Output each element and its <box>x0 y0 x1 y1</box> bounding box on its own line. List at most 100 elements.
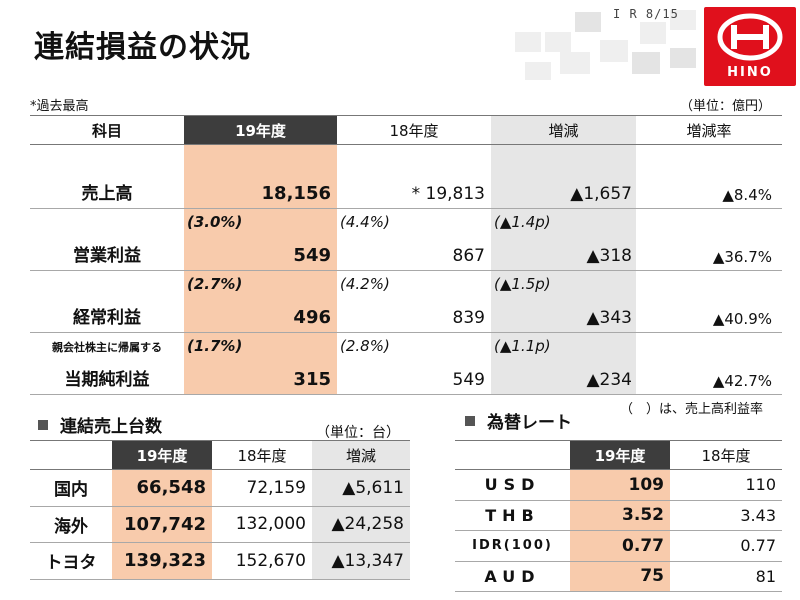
decorative-tile <box>560 52 590 74</box>
fy18-value: 152,670 <box>212 542 312 580</box>
decorative-tile <box>600 40 628 62</box>
column-header-fy18: 18年度 <box>670 440 782 470</box>
table-row: 国内 66,548 72,159 ▲5,611 <box>30 469 410 507</box>
fy19-value: 109 <box>570 469 670 501</box>
margin-ratio: (3.0%) <box>187 213 243 231</box>
fy19-value: 75 <box>570 561 670 592</box>
change-value: ▲1,657 <box>491 144 636 209</box>
margin-ratio-note: （ ）は、売上高利益率 <box>620 402 764 417</box>
change-value: (▲1.4p) ▲318 <box>491 208 636 271</box>
column-header-fy18: 18年度 <box>337 115 491 145</box>
fy18-value: (4.2%) 839 <box>337 270 491 333</box>
column-header-fy18: 18年度 <box>212 440 312 470</box>
fy19-value: (3.0%) 549 <box>184 208 337 271</box>
decorative-tile <box>670 48 696 68</box>
fx-section-heading: 為替レート <box>465 408 572 433</box>
fy18-value: 132,000 <box>212 506 312 543</box>
row-label: 海外 <box>30 506 112 543</box>
currency-label: AUD <box>455 561 570 592</box>
margin-ratio-change: (▲1.5p) <box>494 275 551 293</box>
column-header-change: 増減 <box>491 115 636 145</box>
change-value: (▲1.5p) ▲343 <box>491 270 636 333</box>
margin-ratio-change: (▲1.1p) <box>494 337 551 355</box>
margin-ratio-change: (▲1.4p) <box>494 213 551 231</box>
table-header-row: 科目 19年度 18年度 増減 増減率 <box>30 115 782 145</box>
table-row: IDR(100) 0.77 0.77 <box>455 530 782 562</box>
fy19-value: 139,323 <box>112 542 212 580</box>
margin-ratio: (4.4%) <box>340 213 390 231</box>
row-label: 売上高 <box>30 144 184 209</box>
currency-label: IDR(100) <box>455 530 570 562</box>
units-section-heading: 連結売上台数 <box>38 412 162 437</box>
table-row: 海外 107,742 132,000 ▲24,258 <box>30 506 410 543</box>
fy18-value: 0.77 <box>670 530 782 562</box>
fy19-value: 3.52 <box>570 500 670 531</box>
fy19-value: 66,548 <box>112 469 212 507</box>
fy19-value: 107,742 <box>112 506 212 543</box>
sales-units-table: 19年度 18年度 増減 国内 66,548 72,159 ▲5,611 海外 … <box>30 440 410 580</box>
fy18-value: 72,159 <box>212 469 312 507</box>
fy19-value: 0.77 <box>570 530 670 562</box>
row-label: 親会社株主に帰属する 当期純利益 <box>30 332 184 395</box>
fy18-value: (4.4%) 867 <box>337 208 491 271</box>
row-label: 経常利益 <box>30 270 184 333</box>
row-label: トヨタ <box>30 542 112 580</box>
bullet-square-icon <box>38 420 48 430</box>
change-value: ▲5,611 <box>312 469 410 507</box>
decorative-tile <box>670 10 696 30</box>
column-header-fy19: 19年度 <box>184 115 337 145</box>
change-value: (▲1.1p) ▲234 <box>491 332 636 395</box>
table-row: 売上高 18,156 * 19,813 ▲1,657 ▲8.4% <box>30 144 782 209</box>
unit-label: （単位：億円） <box>680 99 772 114</box>
row-label: 営業利益 <box>30 208 184 271</box>
row-sublabel: 親会社株主に帰属する <box>52 341 162 354</box>
fy18-value: (2.8%) 549 <box>337 332 491 395</box>
currency-label: THB <box>455 500 570 531</box>
fy19-value: (1.7%) 315 <box>184 332 337 395</box>
decorative-tile <box>640 22 666 44</box>
column-header-fy19: 19年度 <box>112 440 212 470</box>
table-row: 経常利益 (2.7%) 496 (4.2%) 839 (▲1.5p) ▲343 … <box>30 270 782 333</box>
page-label: I R 8/15 <box>613 7 679 21</box>
fy18-value: 81 <box>670 561 782 592</box>
fx-rate-table: 19年度 18年度 USD 109 110 THB 3.52 3.43 IDR(… <box>455 440 782 592</box>
margin-ratio: (2.8%) <box>340 337 390 355</box>
hino-emblem-icon <box>717 13 783 61</box>
margin-ratio: (1.7%) <box>187 337 243 355</box>
decorative-tile <box>515 32 541 52</box>
column-header-blank <box>30 440 112 470</box>
change-rate-value: ▲40.9% <box>636 270 782 333</box>
change-rate-value: ▲42.7% <box>636 332 782 395</box>
fy19-value: (2.7%) 496 <box>184 270 337 333</box>
change-rate-value: ▲8.4% <box>636 144 782 209</box>
table-header-row: 19年度 18年度 増減 <box>30 440 410 470</box>
logo-text: HINO <box>727 65 773 80</box>
units-unit-label: （単位：台） <box>316 425 400 441</box>
decorative-tile <box>632 52 660 74</box>
bullet-square-icon <box>465 416 475 426</box>
decorative-tile <box>525 62 551 80</box>
table-row: USD 109 110 <box>455 469 782 501</box>
row-label: 国内 <box>30 469 112 507</box>
table-header-row: 19年度 18年度 <box>455 440 782 470</box>
fy19-value: 18,156 <box>184 144 337 209</box>
table-row: 営業利益 (3.0%) 549 (4.4%) 867 (▲1.4p) ▲318 … <box>30 208 782 271</box>
change-value: ▲13,347 <box>312 542 410 580</box>
table-row: THB 3.52 3.43 <box>455 500 782 531</box>
decorative-tile <box>575 12 601 32</box>
change-rate-value: ▲36.7% <box>636 208 782 271</box>
fy18-value: 3.43 <box>670 500 782 531</box>
column-header-fy19: 19年度 <box>570 440 670 470</box>
record-high-note: *過去最高 <box>30 99 89 114</box>
column-header-blank <box>455 440 570 470</box>
margin-ratio: (4.2%) <box>340 275 390 293</box>
column-header-change: 増減 <box>312 440 410 470</box>
page-title: 連結損益の状況 <box>34 30 251 65</box>
margin-ratio: (2.7%) <box>187 275 243 293</box>
decorative-tile <box>545 32 571 52</box>
column-header-change-rate: 増減率 <box>636 115 782 145</box>
currency-label: USD <box>455 469 570 501</box>
table-row: 親会社株主に帰属する 当期純利益 (1.7%) 315 (2.8%) 549 (… <box>30 332 782 395</box>
column-header-item: 科目 <box>30 115 184 145</box>
change-value: ▲24,258 <box>312 506 410 543</box>
